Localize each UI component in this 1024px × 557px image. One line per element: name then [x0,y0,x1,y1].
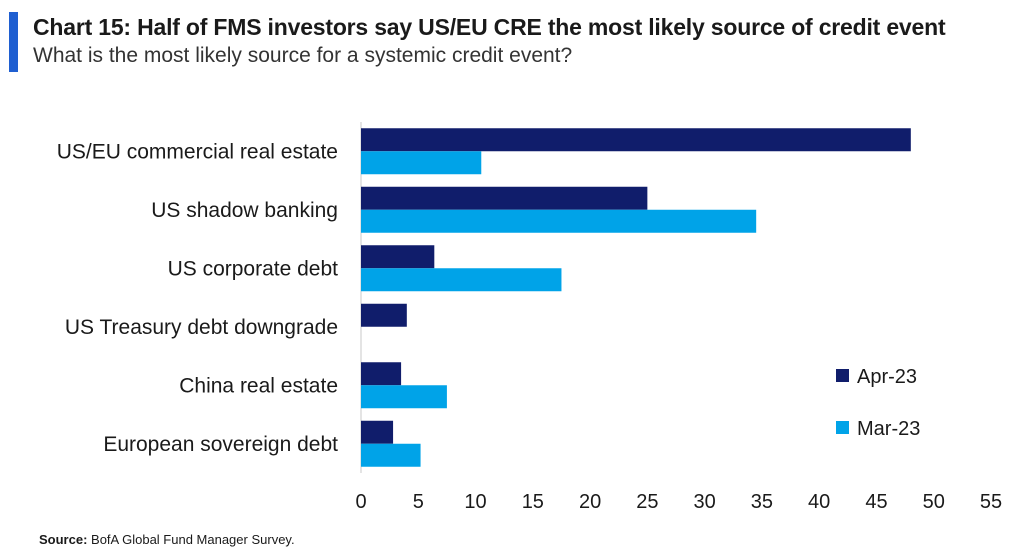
source-note: Source: BofA Global Fund Manager Survey. [39,532,295,547]
title-accent-bar [9,12,18,72]
bar-apr-23 [361,128,911,152]
legend-swatch-mar-23 [836,421,849,434]
chart-title: Chart 15: Half of FMS investors say US/E… [33,14,946,40]
bar-mar-23 [361,385,447,409]
bar-apr-23 [361,245,435,269]
legend-label: Apr-23 [857,366,917,388]
bar-apr-23 [361,362,402,386]
x-tick-label: 50 [923,491,945,513]
bar-mar-23 [361,443,421,467]
x-tick-label: 55 [980,491,1002,513]
bar-apr-23 [361,420,394,444]
category-label: US/EU commercial real estate [57,140,338,163]
x-tick-label: 10 [464,491,486,513]
x-tick-label: 15 [522,491,544,513]
category-label: US corporate debt [168,257,339,280]
category-label: China real estate [179,374,338,397]
bar-mar-23 [361,209,757,233]
bar-apr-23 [361,303,407,327]
x-tick-label: 30 [694,491,716,513]
x-tick-label: 5 [413,491,424,513]
x-tick-label: 35 [751,491,773,513]
category-label: European sovereign debt [103,433,338,456]
chart-subtitle: What is the most likely source for a sys… [33,44,573,67]
legend-label: Mar-23 [857,418,920,440]
x-tick-label: 25 [636,491,658,513]
bar-mar-23 [361,151,482,175]
x-tick-label: 40 [808,491,830,513]
source-label: Source: [39,532,88,547]
x-tick-label: 20 [579,491,601,513]
source-text: BofA Global Fund Manager Survey. [91,532,295,547]
category-label: US Treasury debt downgrade [65,316,338,339]
category-label: US shadow banking [151,199,338,222]
x-tick-label: 45 [865,491,887,513]
x-tick-label: 0 [355,491,366,513]
legend-swatch-apr-23 [836,369,849,382]
bar-mar-23 [361,268,562,292]
bar-apr-23 [361,186,648,210]
